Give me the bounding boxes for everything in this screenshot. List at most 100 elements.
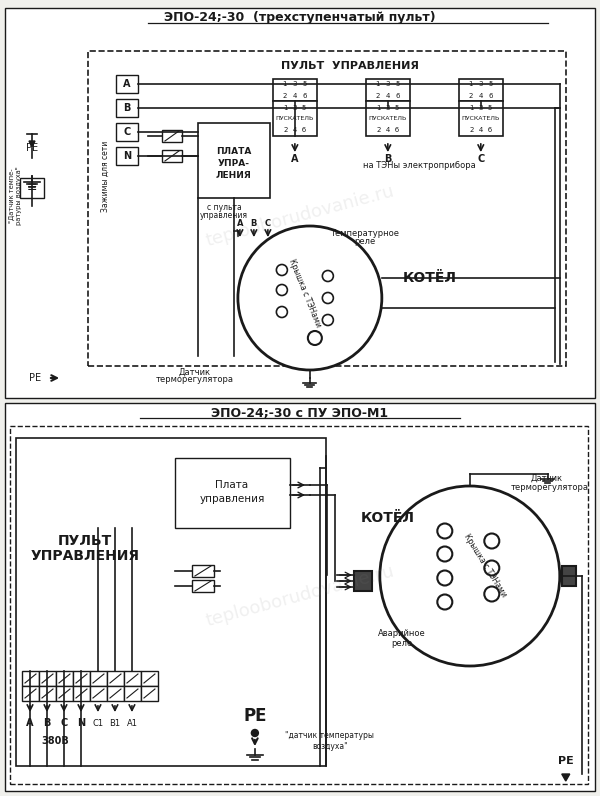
Text: Температурное: Температурное	[331, 229, 400, 239]
Circle shape	[292, 81, 298, 87]
Bar	[88, 51, 566, 366]
Text: "Датчик темпе-
ратуры воздуха": "Датчик темпе- ратуры воздуха"	[8, 166, 22, 225]
Text: teplooborudovanie.ru: teplooborudovanie.ru	[203, 182, 396, 250]
Text: реле: реле	[354, 237, 376, 247]
Text: 4: 4	[479, 93, 483, 99]
Text: 2  4  6: 2 4 6	[470, 127, 492, 133]
Text: ≡: ≡	[27, 181, 37, 194]
Text: КОТЁЛ: КОТЁЛ	[403, 271, 457, 285]
Text: 6: 6	[302, 93, 307, 99]
Circle shape	[478, 81, 484, 87]
Text: C: C	[61, 718, 68, 728]
Text: ПЛАТА: ПЛАТА	[216, 146, 251, 155]
Text: teplooborudovanie.ru: teplooborudovanie.ru	[203, 562, 396, 630]
Bar	[141, 671, 158, 686]
Text: Датчик: Датчик	[179, 368, 211, 377]
Bar	[90, 671, 107, 686]
Bar	[162, 130, 182, 142]
Text: B: B	[123, 103, 131, 113]
Text: реле: реле	[391, 639, 412, 649]
Text: 1  3  5: 1 3 5	[470, 105, 492, 111]
Circle shape	[277, 284, 287, 295]
Text: C1: C1	[92, 719, 104, 728]
Text: на ТЭНы электроприбора: на ТЭНы электроприбора	[364, 162, 476, 170]
Text: 4: 4	[386, 93, 390, 99]
Text: ПУЛЬТ  УПРАВЛЕНИЯ: ПУЛЬТ УПРАВЛЕНИЯ	[281, 61, 419, 71]
Text: В: В	[251, 220, 257, 228]
Text: 2  4  6: 2 4 6	[284, 127, 306, 133]
Circle shape	[484, 560, 499, 576]
Text: N: N	[123, 151, 131, 161]
Circle shape	[484, 587, 499, 602]
Bar	[10, 426, 588, 784]
Text: 5: 5	[302, 81, 307, 87]
Bar	[354, 571, 372, 591]
Bar	[124, 686, 141, 701]
Text: Плата: Плата	[215, 480, 248, 490]
Bar	[107, 686, 124, 701]
Bar	[73, 671, 90, 686]
Circle shape	[380, 486, 560, 666]
Text: РЕ: РЕ	[558, 756, 574, 766]
Bar	[141, 686, 158, 701]
Text: А: А	[236, 220, 243, 228]
Circle shape	[308, 331, 322, 345]
Bar	[5, 8, 595, 398]
Text: B: B	[384, 154, 392, 164]
Text: 5: 5	[395, 81, 400, 87]
Bar	[16, 438, 326, 766]
Text: A: A	[26, 718, 34, 728]
Text: 1: 1	[283, 81, 287, 87]
Text: ЛЕНИЯ: ЛЕНИЯ	[216, 170, 252, 180]
Bar	[116, 99, 138, 117]
Text: 1: 1	[469, 81, 473, 87]
Text: Датчик: Датчик	[531, 474, 563, 482]
Circle shape	[437, 524, 452, 539]
Bar	[192, 580, 214, 592]
Circle shape	[385, 105, 391, 111]
Text: 2: 2	[283, 93, 287, 99]
Text: С: С	[265, 220, 271, 228]
Text: N: N	[77, 718, 85, 728]
Text: УПРА-: УПРА-	[218, 158, 250, 167]
Text: B1: B1	[109, 719, 121, 728]
Bar	[124, 671, 141, 686]
Text: терморегулятора: терморегулятора	[511, 483, 589, 493]
Text: B: B	[43, 718, 50, 728]
Text: 3: 3	[479, 81, 483, 87]
Bar	[198, 123, 270, 198]
Bar	[366, 101, 410, 136]
Circle shape	[437, 595, 452, 610]
Text: 1: 1	[376, 81, 380, 87]
Text: УПРАВЛЕНИЯ: УПРАВЛЕНИЯ	[31, 549, 139, 563]
Bar	[116, 123, 138, 141]
Text: ПУСКАТЕЛЬ: ПУСКАТЕЛЬ	[275, 116, 314, 122]
Circle shape	[385, 81, 391, 87]
Polygon shape	[29, 141, 35, 147]
Text: управления: управления	[200, 210, 248, 220]
Text: Крышка с ТЭНами: Крышка с ТЭНами	[287, 258, 323, 329]
Circle shape	[478, 105, 484, 111]
Text: C: C	[124, 127, 131, 137]
Text: A: A	[291, 154, 299, 164]
Text: 1  3  5: 1 3 5	[377, 105, 399, 111]
Bar	[175, 458, 290, 528]
Bar	[20, 178, 44, 198]
Text: ПУСКАТЕЛЬ: ПУСКАТЕЛЬ	[368, 116, 407, 122]
Text: 2: 2	[376, 93, 380, 99]
Text: РЕ: РЕ	[26, 143, 38, 153]
Text: Зажимы для сети: Зажимы для сети	[100, 140, 109, 212]
Text: управления: управления	[199, 494, 265, 504]
Bar	[116, 147, 138, 165]
Text: ПУЛЬТ: ПУЛЬТ	[58, 534, 112, 548]
Bar	[90, 686, 107, 701]
Bar	[5, 403, 595, 791]
Text: 2  4  6: 2 4 6	[377, 127, 399, 133]
Bar	[73, 686, 90, 701]
Bar	[459, 79, 503, 101]
Bar	[22, 686, 39, 701]
Bar	[39, 671, 56, 686]
Text: с пульта: с пульта	[206, 204, 241, 213]
Text: Аварийное: Аварийное	[378, 630, 426, 638]
Text: C: C	[477, 154, 484, 164]
